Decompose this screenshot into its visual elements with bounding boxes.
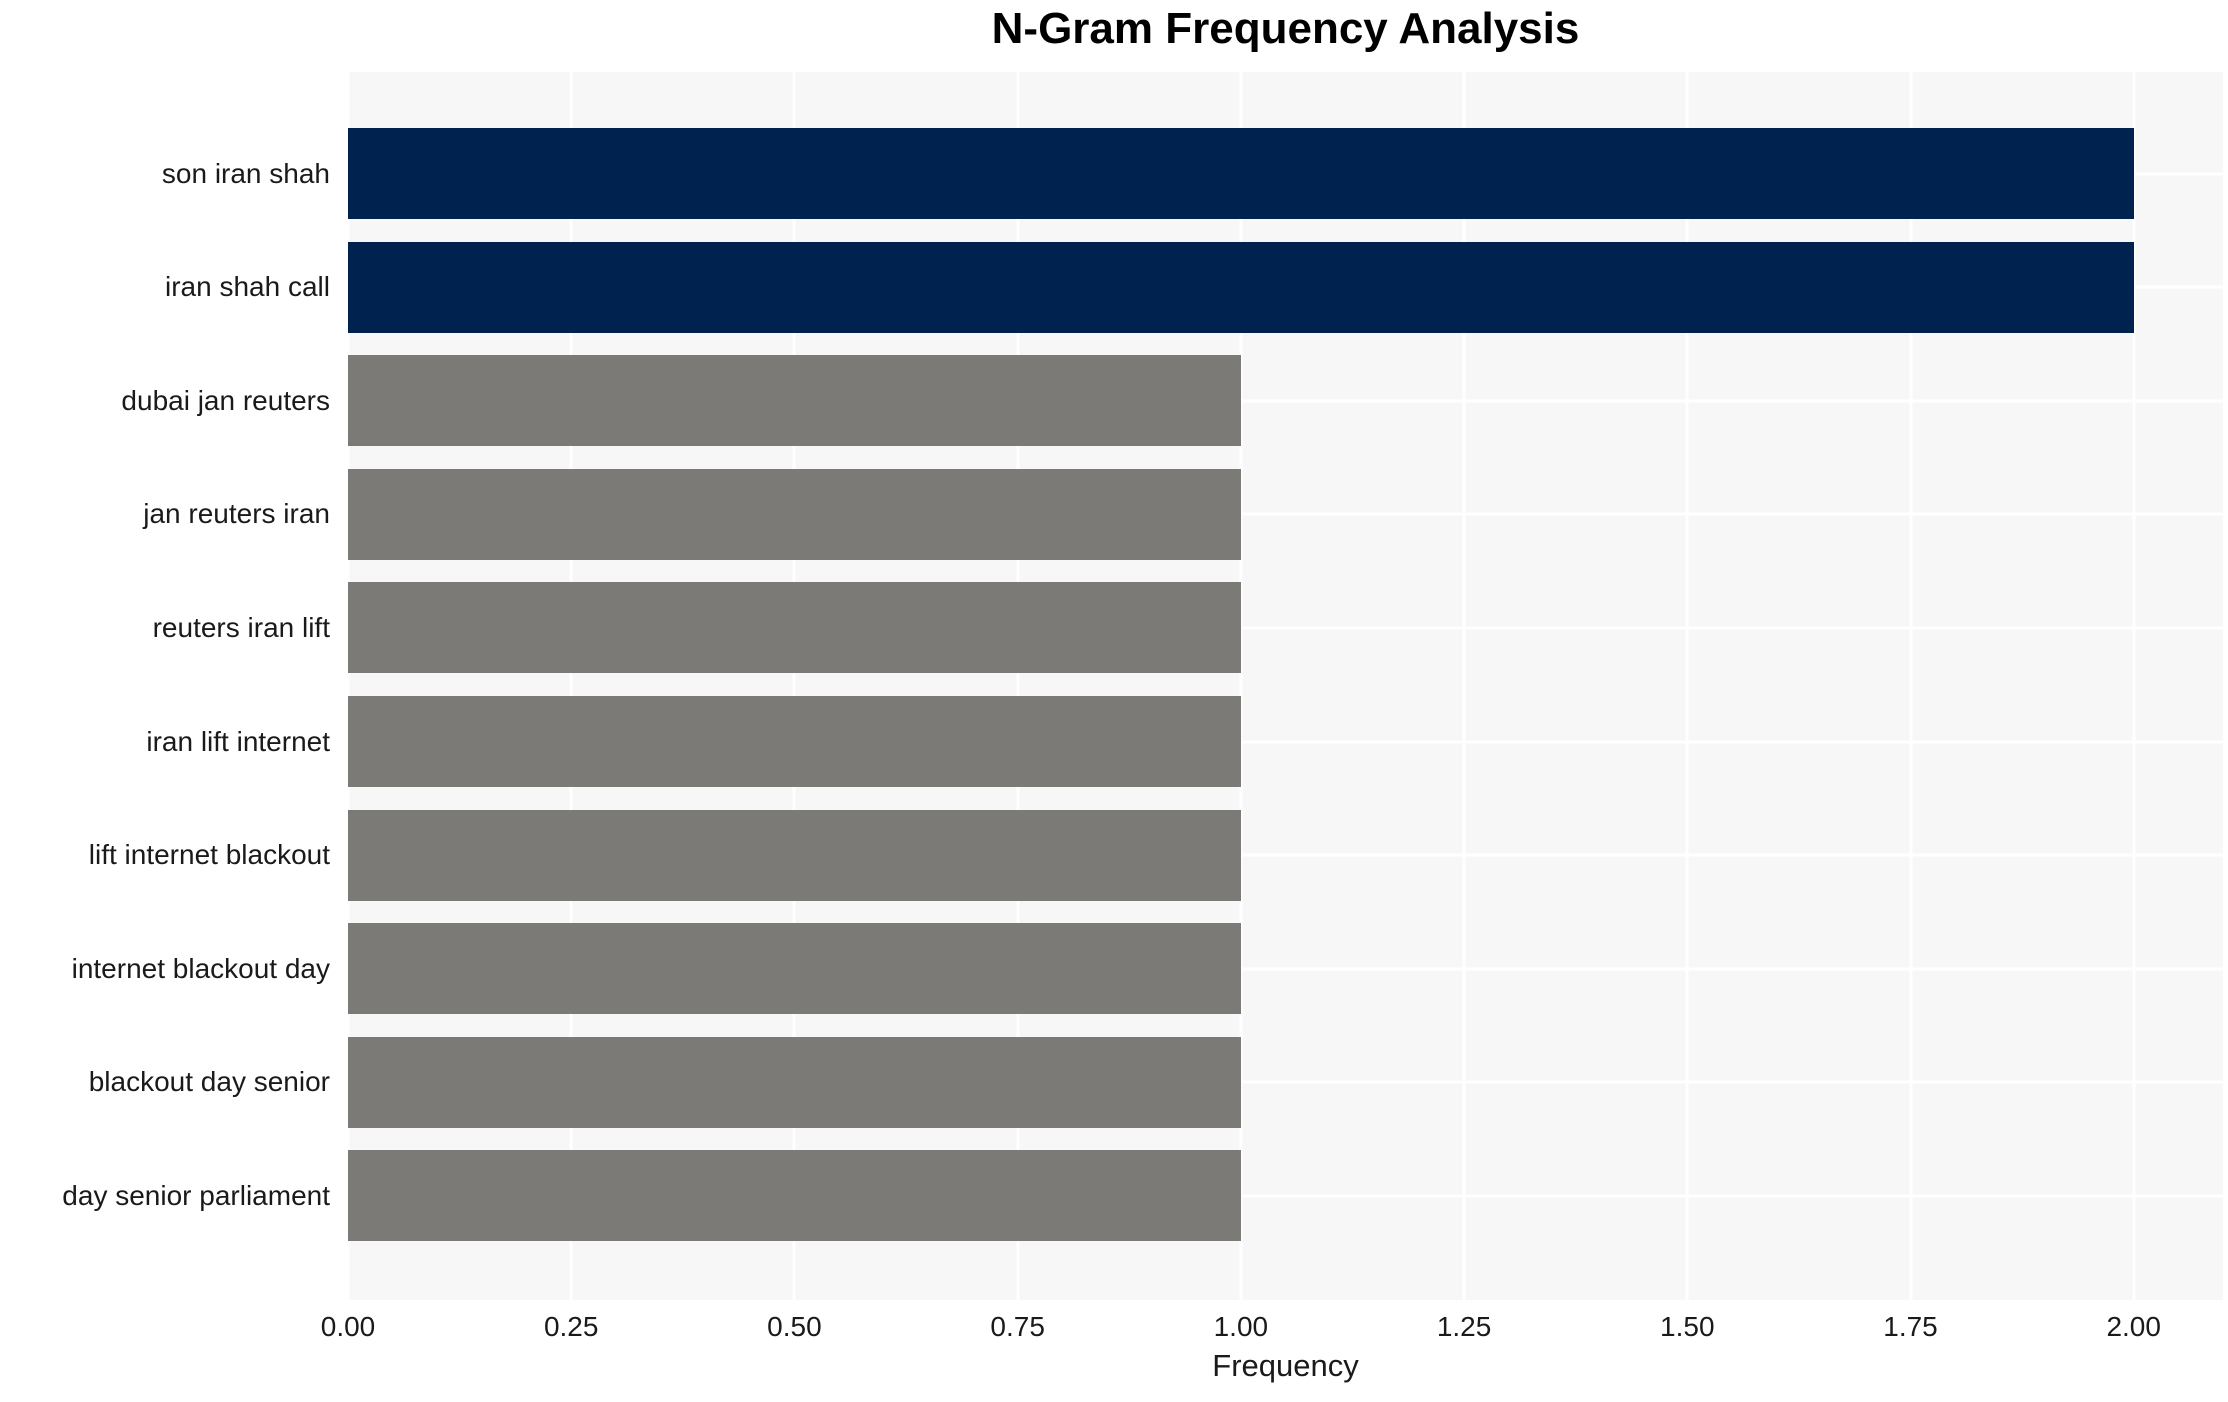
- vertical-gridline: [346, 72, 350, 1300]
- x-tick-label: 1.50: [1660, 1311, 1715, 1342]
- vertical-gridline: [1016, 72, 1020, 1300]
- y-tick-label: blackout day senior: [88, 1066, 330, 1098]
- bar-jan-reuters-iran: [348, 468, 1241, 560]
- horizontal-gridline: [348, 1080, 2223, 1084]
- vertical-gridline: [2132, 72, 2136, 1300]
- vertical-gridline: [792, 72, 796, 1300]
- x-tick-label: 0.75: [990, 1311, 1045, 1342]
- vertical-gridline: [1909, 72, 1912, 1300]
- bar-dubai-jan-reuters: [348, 355, 1241, 447]
- x-tick-label: 1.25: [1436, 1311, 1492, 1342]
- vertical-gridline: [1685, 72, 1689, 1300]
- bar-blackout-day-senior: [348, 1036, 1241, 1128]
- x-tick-label: 0.50: [767, 1311, 822, 1342]
- chart-title: N-Gram Frequency Analysis: [991, 4, 1580, 53]
- x-tick-label: 0.25: [543, 1311, 599, 1342]
- y-tick-label: lift internet blackout: [88, 839, 330, 871]
- vertical-gridline: [1462, 72, 1466, 1300]
- bar-son-iran-shah: [348, 128, 2134, 219]
- horizontal-gridline: [348, 1194, 2223, 1198]
- y-tick-label: son iran shah: [161, 157, 330, 189]
- x-axis-label: Frequency: [1212, 1348, 1359, 1383]
- x-tick-label: 1.75: [1883, 1311, 1938, 1342]
- bar-iran-lift-internet: [348, 696, 1241, 787]
- horizontal-gridline: [348, 853, 2223, 857]
- bar-iran-shah-call: [348, 241, 2134, 333]
- horizontal-gridline: [348, 740, 2223, 743]
- horizontal-gridline: [348, 512, 2223, 516]
- y-tick-label: iran shah call: [165, 271, 330, 303]
- y-tick-label: internet blackout day: [71, 952, 330, 984]
- y-tick-label: dubai jan reuters: [121, 384, 330, 416]
- x-tick-label: 0.00: [320, 1311, 376, 1342]
- vertical-gridline: [1239, 72, 1243, 1300]
- bar-lift-internet-blackout: [348, 809, 1241, 901]
- bar-day-senior-parliament: [348, 1150, 1241, 1242]
- horizontal-gridline: [348, 967, 2223, 971]
- y-tick-label: jan reuters iran: [143, 498, 330, 530]
- horizontal-gridline: [348, 399, 2223, 403]
- y-tick-label: reuters iran lift: [152, 611, 330, 643]
- vertical-gridline: [569, 72, 573, 1300]
- x-tick-label: 1.00: [1213, 1311, 1269, 1342]
- bar-internet-blackout-day: [348, 923, 1241, 1015]
- x-tick-label: 2.00: [2106, 1311, 2161, 1342]
- y-tick-label: day senior parliament: [62, 1179, 330, 1211]
- horizontal-gridline: [348, 626, 2223, 630]
- plot-area: [346, 72, 2223, 1300]
- y-tick-label: iran lift internet: [146, 725, 330, 757]
- bar-reuters-iran-lift: [348, 582, 1241, 674]
